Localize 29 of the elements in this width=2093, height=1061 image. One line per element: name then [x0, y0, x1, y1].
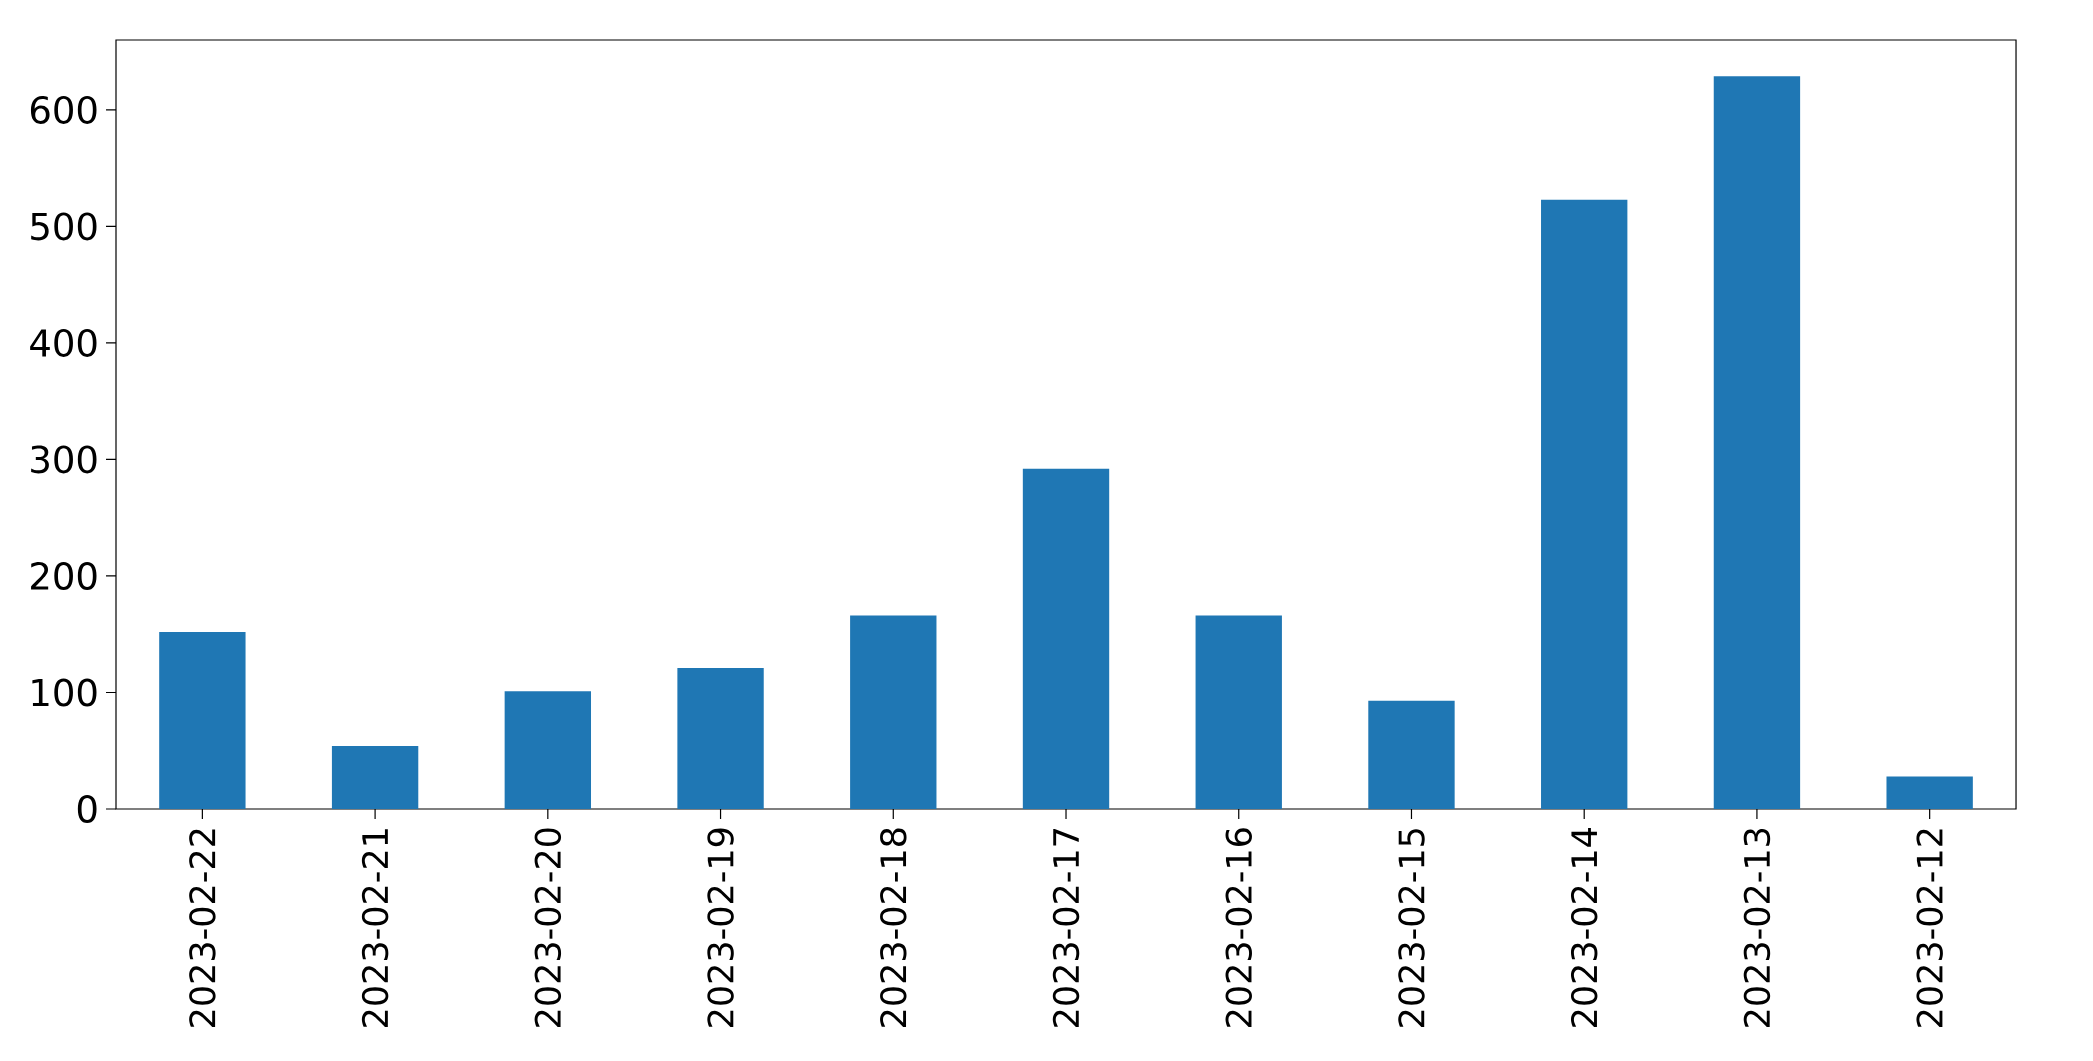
- y-tick-label: 400: [30, 328, 97, 357]
- x-tick-label: 2023-02-21: [361, 829, 389, 1027]
- bar: [159, 631, 246, 809]
- x-tick-label: 2023-02-18: [880, 828, 907, 1027]
- x-tick-label: 2023-02-19: [707, 828, 734, 1027]
- y-tick-label: 500: [31, 212, 97, 241]
- y-tick-label: 100: [32, 678, 97, 707]
- bar: [1368, 700, 1455, 809]
- bar: [1541, 199, 1628, 809]
- bar: [1886, 776, 1973, 809]
- x-tick-label: 2023-02-12: [1916, 829, 1943, 1027]
- x-tick-label: 2023-02-13: [1743, 828, 1771, 1027]
- bar: [677, 668, 764, 809]
- y-tick-label: 300: [31, 445, 97, 474]
- bar: [331, 746, 419, 809]
- x-tick-label: 2023-02-16: [1225, 828, 1252, 1027]
- y-tick-label: 200: [31, 561, 97, 590]
- x-tick-label: 2023-02-14: [1570, 828, 1598, 1027]
- y-tick-label: 0: [77, 795, 97, 823]
- bar: [1713, 76, 1801, 809]
- bar: [504, 691, 592, 809]
- x-tick-label: 2023-02-22: [189, 829, 216, 1027]
- x-tick-label: 2023-02-20: [534, 828, 562, 1027]
- x-tick-label: 2023-02-17: [1052, 829, 1080, 1027]
- bar: [1195, 615, 1282, 809]
- bar: [850, 615, 937, 809]
- x-tick-label: 2023-02-15: [1398, 829, 1425, 1027]
- bar: [1022, 468, 1110, 809]
- y-tick-label: 600: [30, 95, 97, 124]
